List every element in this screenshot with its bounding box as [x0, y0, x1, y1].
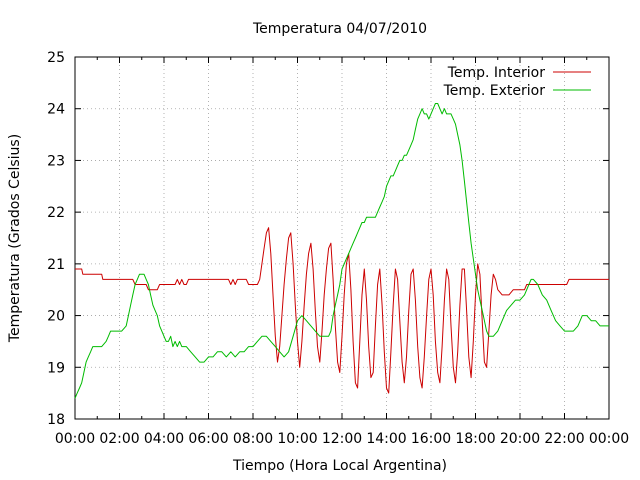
x-tick-labels: 00:00 02:00 04:00 06:00 08:00 10:00 12:00 14:00…: [55, 431, 629, 447]
x-tick-label: 04:00: [144, 431, 184, 447]
y-tick-label: 20: [47, 309, 65, 325]
y-axis-label: Temperatura (Grados Celsius): [7, 134, 23, 343]
series-lines: [74, 103, 609, 399]
y-tick-label: 22: [47, 205, 65, 221]
legend-label: Temp. Exterior: [443, 83, 546, 99]
series-line-interior: [75, 227, 609, 394]
series-line-exterior: [74, 103, 609, 399]
y-tick-labels: 18 19 20 21 22 23 24 25: [47, 50, 65, 428]
y-tick-label: 25: [47, 50, 65, 66]
x-tick-label: 22:00: [544, 431, 584, 447]
y-tick-label: 18: [47, 412, 65, 428]
x-tick-label: 20:00: [500, 431, 540, 447]
x-tick-label: 12:00: [322, 431, 362, 447]
x-tick-label: 14:00: [366, 431, 406, 447]
y-tick-label: 23: [47, 153, 65, 169]
legend-label: Temp. Interior: [447, 65, 546, 81]
chart-title: Temperatura 04/07/2010: [252, 21, 427, 37]
y-tick-label: 24: [47, 102, 65, 118]
x-tick-label: 16:00: [411, 431, 451, 447]
x-tick-label: 06:00: [188, 431, 228, 447]
x-tick-label: 00:00: [55, 431, 95, 447]
x-tick-label: 18:00: [455, 431, 495, 447]
x-tick-label: 02:00: [99, 431, 139, 447]
legend: Temp. Interior Temp. Exterior: [443, 65, 591, 99]
y-tick-label: 21: [47, 257, 65, 273]
y-tick-label: 19: [47, 360, 65, 376]
x-axis-label: Tiempo (Hora Local Argentina): [232, 458, 447, 474]
grid-lines: [75, 57, 609, 419]
plot-frame: [74, 56, 610, 420]
x-tick-label: 00:00: [589, 431, 629, 447]
x-tick-label: 10:00: [277, 431, 317, 447]
x-tick-label: 08:00: [233, 431, 273, 447]
